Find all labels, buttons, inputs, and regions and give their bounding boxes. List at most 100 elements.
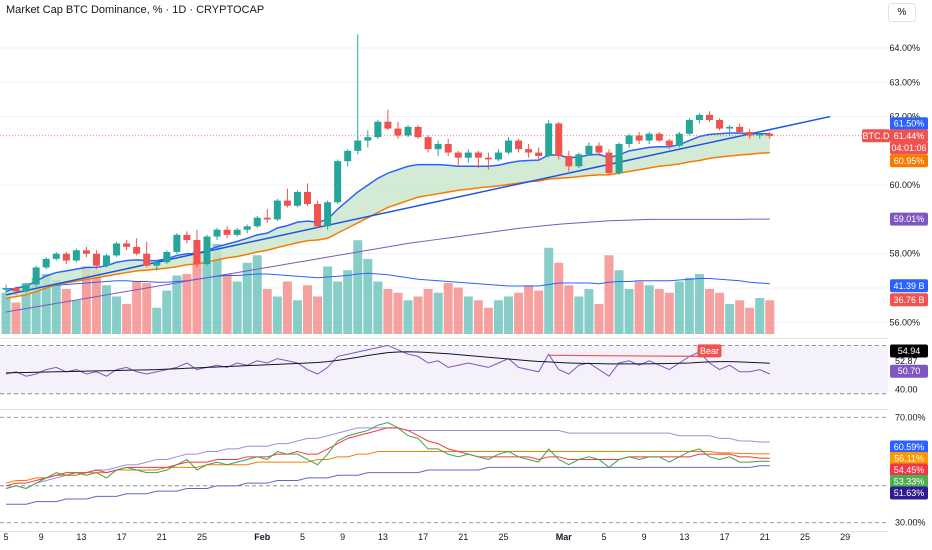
candle-body (143, 253, 151, 266)
volume-bar (644, 285, 654, 334)
candle-body (454, 152, 462, 158)
volume-bar (152, 307, 162, 334)
volume-bar (715, 292, 725, 334)
volume-bar (634, 281, 644, 334)
volume-bar (202, 262, 212, 334)
volume-bar (694, 274, 704, 334)
volume-bar (81, 266, 91, 334)
time-tick-label: 17 (117, 532, 127, 542)
volume-bar (735, 300, 745, 334)
volume-bar (664, 292, 674, 334)
time-tick-label: 17 (418, 532, 428, 542)
candle-body (595, 145, 603, 153)
osc-series-line (5, 451, 770, 484)
rsi-tick-label: 40.00 (895, 384, 918, 394)
volume-bar (403, 300, 413, 334)
candle-body (213, 229, 221, 237)
volume-bar (192, 251, 202, 334)
volume-bar (554, 262, 564, 334)
candle-body (394, 128, 402, 136)
volume-bar (624, 289, 634, 334)
rsi-band (0, 345, 888, 394)
axes: 64.00%63.00%62.00%60.00%58.00%57.00%56.0… (0, 43, 926, 542)
rsi-value-label: 54.94 (898, 346, 921, 356)
volume-label-bg (890, 293, 928, 307)
candle-body (555, 123, 563, 156)
ema-slow-label-bg (890, 154, 928, 168)
price-labels: 61.50%BTC.D 61.44% 04:01:06 60.95% 59.01% 41.… (862, 117, 928, 500)
candle-body (494, 152, 502, 160)
candle-body (324, 202, 332, 227)
trendline[interactable] (5, 115, 831, 296)
candle-body (414, 126, 422, 138)
volume-bar (162, 290, 172, 334)
volume-bar (504, 296, 513, 334)
osc-tick-label: 70.00% (895, 412, 926, 422)
rsi-ma-line (5, 351, 770, 374)
candle-body (756, 133, 764, 136)
price-tick-label: 60.00% (889, 180, 920, 190)
osc-value-label-bg (890, 475, 928, 488)
time-tick-label: 21 (458, 532, 468, 542)
volume-bar (463, 296, 473, 334)
symbol-tag: BTC.D (863, 131, 891, 141)
volume-bar (674, 281, 684, 334)
osc-series-line (5, 422, 770, 489)
volume-bar (292, 300, 302, 334)
volume-bar (604, 255, 614, 334)
candle-body (163, 252, 171, 263)
volume-bar (453, 287, 463, 334)
volume-ma-label-bg (890, 279, 928, 293)
bear-divergence-line (548, 354, 700, 357)
ema-slow-line (5, 151, 770, 300)
osc-value-label: 54.45% (894, 465, 925, 475)
time-tick-label: 9 (340, 532, 345, 542)
candle-body (82, 250, 90, 254)
time-tick-label: 25 (498, 532, 508, 542)
volume-bar (574, 296, 584, 334)
oscillator-pane (0, 416, 888, 524)
percent-scale-button[interactable]: % (888, 3, 916, 22)
time-tick-label: 13 (679, 532, 689, 542)
candle-body (314, 204, 322, 227)
volume-bar (303, 285, 312, 334)
volume-bar (31, 277, 41, 334)
volume-bar (584, 289, 594, 334)
candle-body (505, 140, 512, 153)
price-tick-label: 58.00% (889, 249, 920, 259)
rsi-ma-value-label-bg (890, 364, 928, 378)
volume-bar (343, 270, 353, 334)
ema-fast-line (5, 132, 770, 293)
rsi-pane: Bear (0, 344, 888, 395)
volume-bar (383, 289, 393, 334)
candle-body (605, 152, 613, 174)
price-pane (0, 34, 888, 334)
candle-body (263, 217, 271, 220)
time-tick-label: Mar (556, 532, 573, 542)
volume-label: 36.76 B (893, 295, 924, 305)
time-tick-label: 9 (39, 532, 44, 542)
volume-bar (333, 281, 343, 334)
candle-body (123, 243, 131, 247)
time-tick-label: 5 (300, 532, 305, 542)
volume-bar (363, 259, 373, 334)
volume-ma-line (5, 272, 770, 290)
osc-tick-label: 30.00% (895, 518, 926, 528)
ema-long-label-bg (890, 212, 928, 226)
volume-bar (353, 240, 363, 334)
candle-body (183, 234, 191, 240)
bear-signal-bg (697, 344, 722, 358)
candle-body (404, 126, 412, 136)
candle-body (675, 133, 683, 146)
candle-body (173, 234, 181, 252)
chart-title: Market Cap BTC Dominance, % · 1D · CRYPT… (6, 4, 265, 16)
osc-value-label-bg (890, 463, 928, 477)
volume-bar (443, 283, 453, 334)
osc-value-label-bg (890, 440, 928, 454)
candle-body (424, 137, 432, 150)
candle-body (103, 255, 110, 266)
time-tick-label: 25 (800, 532, 810, 542)
candle-body (695, 114, 703, 120)
candle-body (585, 145, 593, 155)
